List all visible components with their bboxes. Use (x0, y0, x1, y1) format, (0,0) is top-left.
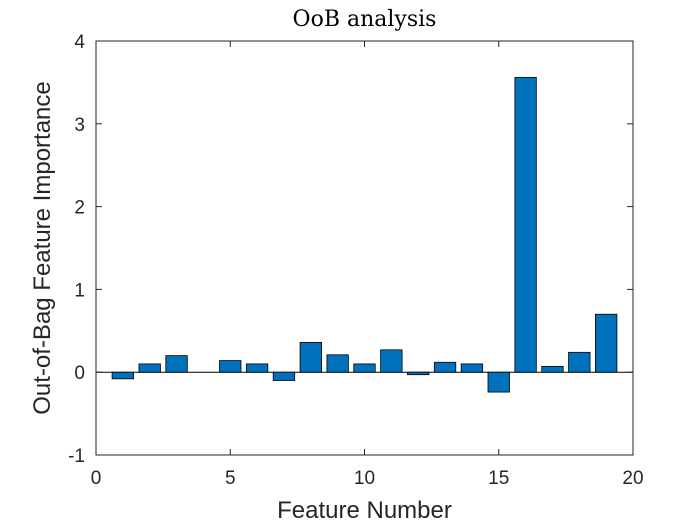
bar-feature-13 (433, 361, 457, 373)
bar-feature-12 (407, 371, 430, 376)
x-tick-label: 15 (488, 468, 509, 489)
bar-feature-10 (353, 363, 376, 373)
x-tick-label: 10 (354, 468, 375, 489)
x-tick-label: 5 (225, 468, 236, 489)
x-axis-label: Feature Number (277, 497, 452, 524)
bar-feature-19 (595, 313, 618, 373)
y-tick-label: 4 (74, 32, 85, 53)
bar-feature-11 (380, 349, 403, 373)
axes-box (95, 40, 634, 456)
chart-title: OoB analysis (293, 7, 437, 32)
bar-feature-3 (165, 355, 188, 373)
bar-feature-17 (541, 366, 564, 373)
bar-feature-7 (272, 371, 296, 381)
bar-feature-18 (568, 351, 591, 373)
y-tick-label: 3 (74, 115, 85, 136)
bar-feature-8 (299, 341, 322, 373)
y-tick-label: 0 (74, 363, 85, 384)
bar-feature-9 (326, 354, 349, 373)
x-tick-label: 0 (91, 468, 102, 489)
bar-feature-6 (245, 363, 269, 373)
y-axis-label: Out-of-Bag Feature Importance (29, 81, 56, 415)
x-tick-label: 20 (622, 468, 643, 489)
bar-feature-2 (138, 363, 161, 373)
y-tick-label: 1 (74, 280, 85, 301)
bar-feature-5 (219, 360, 242, 373)
bar-feature-16 (514, 77, 537, 373)
y-tick-label: -1 (68, 446, 85, 467)
bar-feature-14 (460, 363, 484, 373)
bar-feature-15 (487, 371, 510, 393)
plot-area: 0 5 10 15 20 -1 0 1 2 3 4 (68, 32, 643, 489)
bar-feature-1 (111, 371, 134, 380)
y-tick-label: 2 (74, 198, 85, 219)
